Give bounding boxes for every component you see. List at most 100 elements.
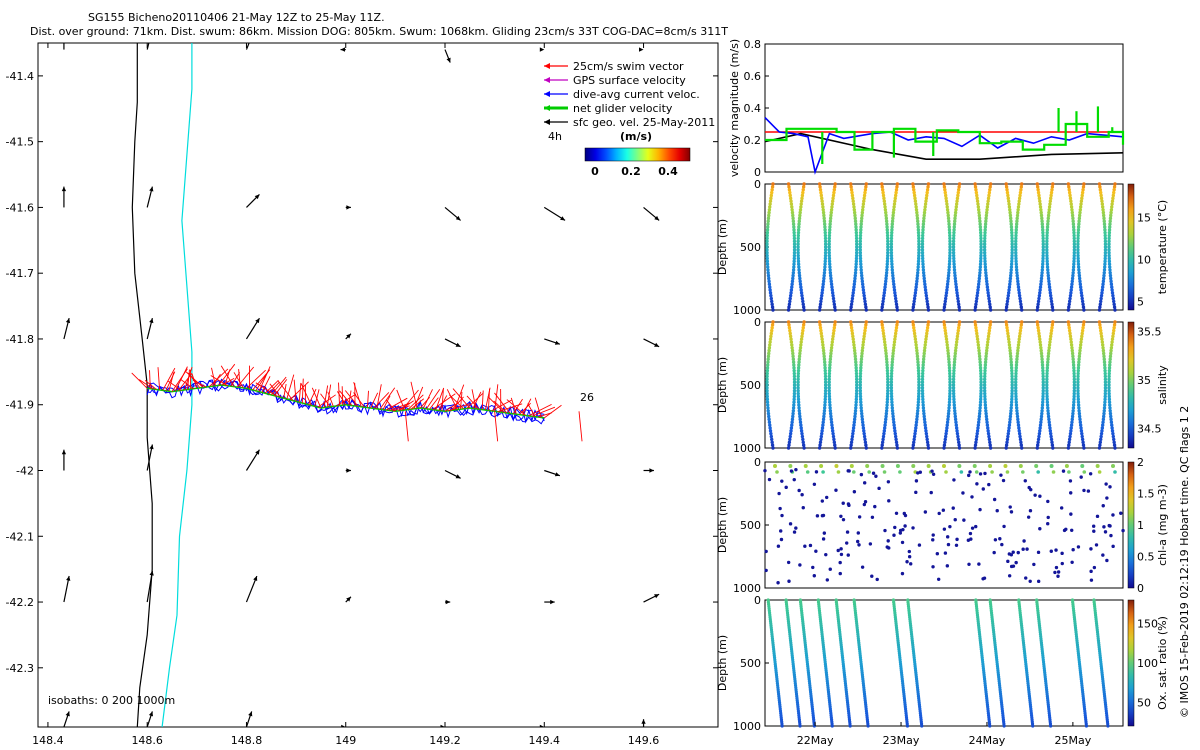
swim-vector (398, 400, 414, 412)
depth-ylabel: Depth (m) (716, 357, 729, 413)
map-xtick-label: 149.2 (429, 734, 461, 747)
depth-tick: 1000 (733, 720, 761, 733)
legend-label: 25cm/s swim vector (573, 60, 684, 73)
swim-vector (336, 391, 347, 405)
swim-vector (221, 377, 235, 386)
map-xtick-label: 149 (335, 734, 356, 747)
swim-vector (410, 381, 418, 409)
colorbar-salinity (1127, 321, 1135, 449)
geo-velocity-arrow (146, 318, 154, 340)
swim-vector (435, 387, 445, 411)
geo-velocity-arrow (341, 724, 346, 727)
profile-panel-salinity: 0 500 1000 Depth (m) 34.5 35 35.5 salinity (716, 316, 1169, 455)
swim-vector (177, 372, 193, 392)
swim-vector (396, 389, 406, 411)
swim-vector (187, 369, 190, 390)
swim-vector (261, 376, 271, 393)
swim-vector (512, 398, 523, 415)
legend-label: net glider velocity (573, 102, 673, 115)
swim-vector (534, 397, 542, 418)
depth-tick: 1000 (733, 582, 761, 595)
depth-tick: 0 (754, 316, 761, 329)
profile-panel-temperature: 0 500 1000 Depth (m) 5 10 15 temperature (°C) (716, 178, 1169, 317)
profile-panel-chla: 0 500 1000 Depth (m) 0 0.5 1 1.5 2 chl-a (mg m-3) (716, 456, 1169, 595)
swim-vector (379, 387, 396, 410)
swim-vector (311, 387, 322, 409)
swim-vector (210, 375, 229, 387)
swim-vector (578, 411, 583, 442)
colorbar-tick: 5 (1137, 296, 1144, 309)
swim-vector (466, 395, 480, 410)
swim-vector (277, 380, 294, 401)
swim-vector (320, 393, 331, 408)
depth-tick: 500 (740, 657, 761, 670)
geo-velocity-arrow (543, 206, 566, 221)
depth-ylabel: Depth (m) (716, 219, 729, 275)
swim-vector (286, 374, 295, 400)
swim-vector (448, 394, 464, 410)
swim-vector (493, 400, 508, 414)
map-ytick-label: -41.4 (6, 70, 34, 83)
colorbar-tick: 15 (1137, 212, 1151, 225)
map-axes-box (37, 42, 719, 728)
geo-velocity-arrow (245, 711, 253, 727)
swim-vector (317, 394, 336, 408)
swim-vector (426, 389, 441, 410)
geo-velocity-arrow (444, 338, 461, 348)
swim-vector (373, 392, 390, 409)
swim-vector (441, 388, 444, 411)
colorbar-oxygen (1127, 599, 1135, 727)
velocity-ytick: 0.8 (744, 38, 762, 51)
swim-vector (422, 389, 433, 409)
time-scale-label: 4h (548, 130, 562, 143)
profile-points (763, 464, 1125, 585)
swim-vector (327, 391, 334, 407)
colorbar-tick: 100 (1137, 657, 1158, 670)
geo-velocity-arrow (444, 49, 451, 63)
map-ticks: 148.4 148.6 148.8 149 149.2 149.4 149.6 -41.4 -4… (6, 43, 718, 747)
geo-velocity-arrow (345, 596, 352, 603)
swim-vector (392, 405, 410, 412)
depth-tick: 500 (740, 241, 761, 254)
date-tick-label: 23May (883, 734, 920, 747)
swim-vector (376, 384, 382, 409)
geo-velocity-arrow (643, 593, 660, 603)
geo-velocity-arrow (146, 711, 153, 727)
geo-velocity-arrow (445, 599, 451, 605)
legend-label: sfc geo. vel. 25-May-2011 (573, 116, 715, 129)
swim-vector (494, 392, 511, 414)
swim-vector (494, 411, 499, 442)
swim-vector (481, 390, 484, 410)
geo-velocity-arrow (544, 599, 555, 605)
swim-vector (238, 369, 241, 388)
swim-vector (180, 379, 194, 390)
velocity-ytick: 0.4 (744, 102, 762, 115)
geo-velocity-arrow (643, 468, 654, 473)
swim-vector (131, 372, 148, 389)
depth-tick: 500 (740, 519, 761, 532)
isobath-200m (161, 43, 193, 727)
figure-title-line2: Dist. over ground: 71km. Dist. swum: 86k… (30, 25, 728, 38)
swim-vector (224, 369, 231, 386)
map-ytick-label: -41.6 (6, 201, 34, 214)
geo-velocity-arrow (643, 206, 660, 221)
swim-vector (162, 367, 176, 391)
swim-vector (323, 385, 329, 408)
depth-tick: 0 (754, 178, 761, 191)
swim-vector (270, 376, 287, 396)
swim-vector (258, 366, 271, 392)
swim-vector (487, 396, 505, 413)
swim-vector (401, 389, 419, 411)
geo-velocity-arrow (544, 469, 561, 477)
colorbar-tick: 0.5 (1137, 551, 1155, 564)
geo-velocity-arrow (146, 444, 154, 471)
depth-tick: 500 (740, 379, 761, 392)
geo-velocity-arrow (245, 317, 260, 340)
swim-vector (413, 386, 424, 410)
swim-vector (385, 397, 408, 411)
colorbar-tick: 10 (1137, 254, 1151, 267)
swim-vector (370, 392, 379, 409)
date-tick-label: 25May (1055, 734, 1092, 747)
